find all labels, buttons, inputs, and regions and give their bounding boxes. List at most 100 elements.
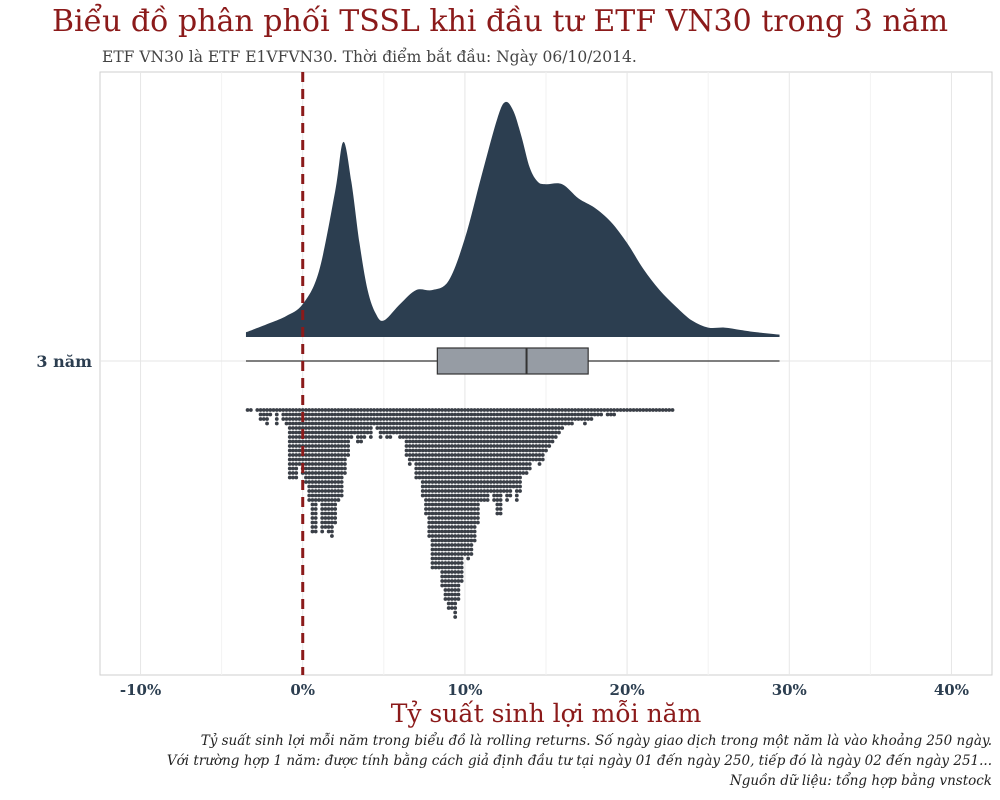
dot-point	[310, 435, 315, 439]
dot-point	[404, 435, 409, 439]
dot-point	[456, 583, 461, 588]
dot-point	[459, 529, 464, 534]
dot-point	[333, 412, 338, 417]
dot-point	[505, 457, 509, 462]
dot-point	[330, 439, 334, 444]
dot-point	[463, 543, 467, 547]
dot-point	[326, 516, 331, 520]
dot-point	[378, 435, 383, 439]
dot-point	[544, 444, 548, 448]
dot-point	[407, 439, 412, 444]
dot-point	[453, 570, 458, 574]
dot-point	[446, 489, 451, 493]
dot-point	[514, 435, 519, 439]
dot-point	[472, 489, 477, 493]
dot-point	[485, 417, 490, 421]
dot-point	[294, 471, 299, 475]
dot-point	[346, 453, 351, 457]
dot-point	[307, 493, 312, 498]
dot-point	[359, 417, 364, 421]
dot-point	[527, 453, 532, 457]
dot-point	[320, 498, 325, 502]
dot-point	[433, 417, 438, 421]
dot-point	[475, 502, 480, 507]
dot-point	[330, 462, 334, 466]
dot-point	[518, 457, 522, 462]
dot-point	[433, 435, 438, 439]
dot-point	[391, 426, 396, 430]
dot-point	[589, 417, 594, 421]
dot-point	[534, 444, 539, 448]
dot-point	[498, 408, 503, 412]
dot-point	[398, 408, 402, 412]
dot-point	[336, 480, 341, 484]
dot-point	[443, 556, 448, 561]
dot-point	[482, 412, 487, 417]
dot-point	[547, 435, 552, 439]
dot-point	[446, 408, 451, 412]
dot-point	[524, 439, 529, 444]
dot-point	[466, 502, 471, 507]
dot-point	[453, 615, 458, 619]
dot-point	[349, 430, 354, 435]
dot-point	[437, 502, 441, 507]
dot-point	[430, 543, 435, 547]
dot-point	[326, 520, 331, 525]
dot-point	[336, 462, 341, 466]
dot-point	[437, 511, 441, 516]
dot-point	[456, 552, 461, 556]
dot-point	[466, 471, 471, 475]
dot-point	[505, 471, 509, 475]
dot-point	[459, 430, 464, 435]
dot-point	[310, 466, 315, 471]
dot-point	[333, 417, 338, 421]
dot-point	[336, 421, 341, 426]
dot-point	[472, 520, 477, 525]
dot-point	[342, 457, 347, 462]
dot-point	[501, 439, 506, 444]
dot-point	[450, 462, 454, 466]
dot-point	[443, 552, 448, 556]
dot-point	[313, 502, 318, 507]
dot-point	[463, 552, 467, 556]
dot-point	[323, 480, 328, 484]
dot-point	[463, 417, 467, 421]
dot-point	[320, 421, 325, 426]
dot-point	[430, 498, 435, 502]
dot-point	[398, 426, 402, 430]
dot-point	[547, 412, 552, 417]
dot-point	[430, 448, 435, 453]
dot-point	[550, 421, 555, 426]
dot-point	[511, 421, 516, 426]
dot-point	[450, 534, 454, 538]
dot-point	[346, 430, 351, 435]
dot-point	[450, 412, 454, 417]
dot-point	[475, 444, 480, 448]
dot-point	[336, 493, 341, 498]
dot-point	[333, 462, 338, 466]
dot-point	[534, 457, 539, 462]
dot-point	[323, 489, 328, 493]
dot-point	[488, 448, 493, 453]
dot-point	[469, 547, 474, 552]
dot-point	[278, 408, 282, 412]
dot-point	[427, 444, 432, 448]
dot-point	[511, 448, 516, 453]
dot-point	[333, 421, 338, 426]
dot-point	[352, 430, 357, 435]
dot-point	[505, 417, 509, 421]
y-category-label: 3 năm	[36, 352, 92, 371]
dot-point	[560, 426, 565, 430]
dot-point	[427, 471, 432, 475]
dot-point	[313, 493, 318, 498]
dot-point	[297, 462, 302, 466]
dot-point	[472, 444, 477, 448]
dot-point	[385, 408, 389, 412]
dot-point	[456, 444, 461, 448]
dot-point	[550, 417, 555, 421]
dot-point	[300, 421, 305, 426]
dot-point	[424, 426, 428, 430]
dot-point	[550, 408, 555, 412]
dot-point	[287, 466, 292, 471]
dot-point	[586, 417, 591, 421]
